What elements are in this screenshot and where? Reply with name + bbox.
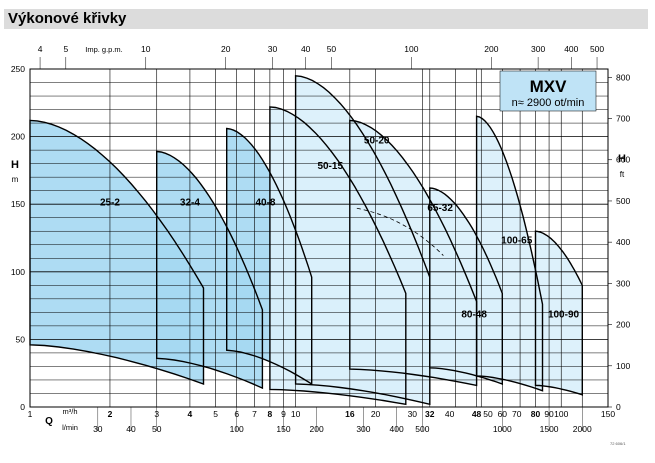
y-right-tick-label: 0	[616, 402, 621, 412]
y-right-tick-label: 600	[616, 155, 630, 165]
x-gpm-tick-label: 200	[484, 44, 498, 54]
series-label-80-48: 80-48	[461, 310, 487, 321]
x-m3h-tick-label: 4	[188, 409, 193, 419]
x-lmin-tick-label: 300	[356, 424, 370, 434]
y-left-tick-label: 150	[11, 199, 25, 209]
series-label-100-65: 100-65	[501, 235, 533, 246]
series-label-65-32: 65-32	[427, 203, 453, 214]
y-right-tick-label: 100	[616, 361, 630, 371]
x-m3h-tick-label: 10	[291, 409, 301, 419]
series-label-50-15: 50-15	[317, 161, 343, 172]
x-gpm-tick-label: 50	[327, 44, 337, 54]
x-m3h-tick-label: 1	[28, 409, 33, 419]
x-lmin-tick-label: 400	[390, 424, 404, 434]
x-lmin-tick-label: 40	[126, 424, 136, 434]
x-m3h-tick-label: 70	[512, 409, 522, 419]
series-label-25-2: 25-2	[100, 197, 120, 208]
x-gpm-tick-label: 4	[38, 44, 43, 54]
x-m3h-unit: m³/h	[63, 407, 78, 416]
curve-65-32-dashed	[356, 207, 444, 256]
footer-code: 72 606/1	[610, 441, 626, 446]
x-m3h-tick-label: 2	[108, 409, 113, 419]
x-lmin-unit: l/min	[62, 423, 78, 432]
x-m3h-tick-label: 150	[601, 409, 615, 419]
x-m3h-tick-label: 5	[213, 409, 218, 419]
y-left-tick-label: 0	[20, 402, 25, 412]
x-lmin-tick-label: 150	[276, 424, 290, 434]
x-m3h-tick-label: 20	[371, 409, 381, 419]
curve-areas	[30, 75, 583, 405]
y-right-tick-label: 200	[616, 320, 630, 330]
x-gpm-tick-label: 100	[404, 44, 418, 54]
curve-25-2	[29, 119, 205, 385]
y-right-tick-label: 300	[616, 278, 630, 288]
x-m3h-tick-label: 48	[472, 409, 482, 419]
x-gpm-tick-label: 5	[63, 44, 68, 54]
speed-label: n≈ 2900 ot/min	[512, 97, 585, 109]
curve-lines	[29, 75, 583, 406]
x-m3h-tick-label: 100	[554, 409, 568, 419]
x-m3h-tick-label: 16	[345, 409, 355, 419]
x-gpm-tick-label: 30	[268, 44, 278, 54]
x-gpm-tick-label: 400	[564, 44, 578, 54]
page-title: Výkonové křivky	[8, 10, 127, 27]
series-label-40-8: 40-8	[255, 197, 275, 208]
series-labels: 25-2 32-4 40-8 50-15 50-20 65-32 80-48 100-65 10…	[100, 135, 580, 320]
series-label-50-20: 50-20	[364, 135, 390, 146]
curve-32-4	[156, 150, 264, 390]
x-m3h-tick-label: 8	[268, 409, 273, 419]
curve-100-90	[534, 230, 583, 396]
area-100-65	[476, 116, 543, 391]
y-right-axis-label: H	[618, 153, 626, 165]
x-lmin-tick-label: 2000	[573, 424, 592, 434]
series-label-100-90: 100-90	[548, 310, 580, 321]
y-left-tick-label: 250	[11, 64, 25, 74]
curve-50-20	[294, 75, 431, 406]
x-lmin-tick-label: 1500	[540, 424, 559, 434]
x-m3h-tick-label: 30	[408, 409, 418, 419]
curve-80-48	[429, 187, 503, 385]
title-bar: Výkonové křivky	[4, 9, 648, 29]
axis-labels: 050100150200250Hm01002003004005006007008…	[11, 44, 631, 434]
x-gpm-tick-label: 20	[221, 44, 231, 54]
x-gpm-tick-label: 300	[531, 44, 545, 54]
x-gpm-tick-label: 40	[301, 44, 311, 54]
x-lmin-tick-label: 30	[93, 424, 103, 434]
x-lmin-tick-label: 1000	[493, 424, 512, 434]
x-lmin-tick-label: 200	[310, 424, 324, 434]
y-left-tick-label: 100	[11, 267, 25, 277]
y-left-tick-label: 50	[16, 334, 26, 344]
x-m3h-tick-label: 32	[425, 409, 435, 419]
curve-100-65	[475, 115, 544, 392]
x-m3h-tick-label: 80	[531, 409, 541, 419]
x-lmin-tick-label: 50	[152, 424, 162, 434]
y-left-unit: m	[12, 175, 19, 184]
y-right-tick-label: 500	[616, 196, 630, 206]
x-gpm-tick-label: 500	[590, 44, 604, 54]
x-m3h-tick-label: 40	[445, 409, 455, 419]
y-right-unit: ft	[620, 170, 625, 179]
x-gpm-tick-label: 10	[141, 44, 151, 54]
x-axis-label: Q	[45, 416, 53, 427]
x-lmin-tick-label: 500	[415, 424, 429, 434]
curve-50-15	[269, 106, 407, 406]
y-right-tick-label: 700	[616, 114, 630, 124]
x-m3h-tick-label: 50	[483, 409, 493, 419]
y-left-tick-label: 200	[11, 132, 25, 142]
y-right-tick-label: 800	[616, 72, 630, 82]
model-box: MXV n≈ 2900 ot/min	[499, 70, 597, 112]
x-m3h-tick-label: 7	[252, 409, 257, 419]
x-lmin-tick-label: 100	[230, 424, 244, 434]
curve-40-8	[226, 127, 313, 386]
curve-65-32	[349, 119, 478, 387]
y-right-tick-label: 400	[616, 237, 630, 247]
x-gpm-unit: Imp. g.p.m.	[85, 45, 123, 54]
model-name: MXV	[530, 77, 568, 96]
series-label-32-4: 32-4	[180, 197, 200, 208]
y-left-axis-label: H	[11, 159, 19, 171]
